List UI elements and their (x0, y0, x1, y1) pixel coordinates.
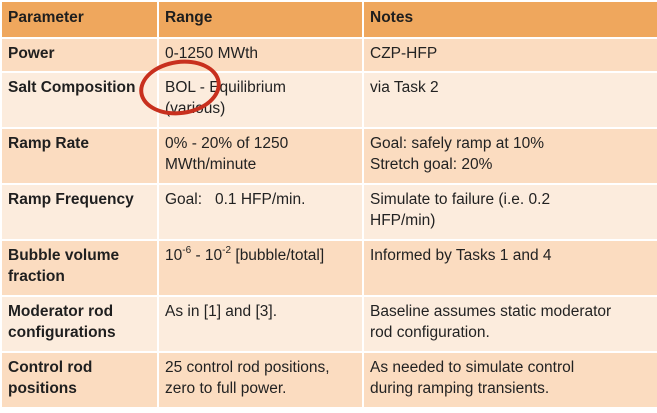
param-cell: Ramp Frequency (0, 183, 159, 241)
notes-text: HFP/min) (370, 212, 436, 229)
param-text: Control rod (8, 359, 93, 376)
param-text: configurations (8, 324, 116, 341)
range-text: 0-1250 MWth (165, 45, 259, 62)
range-text: Goal: 0.1 HFP/min. (165, 191, 306, 208)
param-text: fraction (8, 268, 65, 285)
table-row-ramp-rate: Ramp Rate 0% - 20% of 1250 MWth/minute G… (0, 127, 657, 185)
param-text: Moderator rod (8, 303, 114, 320)
notes-cell: CZP-HFP (362, 37, 657, 73)
param-cell: Salt Composition (0, 71, 159, 129)
notes-text: Stretch goal: 20% (370, 156, 493, 173)
range-cell: BOL - Equilibrium (various) (157, 71, 364, 129)
notes-cell: Goal: safely ramp at 10% Stretch goal: 2… (362, 127, 657, 185)
range-cell: 0-1250 MWth (157, 37, 364, 73)
notes-text: Baseline assumes static moderator (370, 303, 612, 320)
header-parameter: Parameter (0, 0, 159, 39)
notes-text: As needed to simulate control (370, 359, 575, 376)
table-row-control-rod: Control rod positions 25 control rod pos… (0, 351, 657, 409)
range-bubble-text: 10-6 - 10-2 [bubble/total] (165, 245, 325, 265)
range-text: BOL - Equilibrium (165, 79, 286, 96)
notes-text: Simulate to failure (i.e. 0.2 (370, 191, 551, 208)
param-cell: Bubble volume fraction (0, 239, 159, 297)
param-text: Bubble volume (8, 247, 120, 264)
notes-text: via Task 2 (370, 79, 439, 96)
notes-cell: via Task 2 (362, 71, 657, 129)
table-row-bubble-volume: Bubble volume fraction 10-6 - 10-2 [bubb… (0, 239, 657, 297)
range-cell: As in [1] and [3]. (157, 295, 364, 353)
param-cell: Ramp Rate (0, 127, 159, 185)
range-text: MWth/minute (165, 156, 257, 173)
header-notes: Notes (362, 0, 657, 39)
param-text: positions (8, 380, 77, 397)
param-text: Ramp Frequency (8, 191, 134, 208)
header-range: Range (157, 0, 364, 39)
param-cell: Control rod positions (0, 351, 159, 409)
param-cell: Power (0, 37, 159, 73)
range-text: 25 control rod positions, (165, 359, 330, 376)
table-row-ramp-frequency: Ramp Frequency Goal: 0.1 HFP/min. Simula… (0, 183, 657, 241)
range-cell: Goal: 0.1 HFP/min. (157, 183, 364, 241)
range-cell: 25 control rod positions, zero to full p… (157, 351, 364, 409)
range-text: (various) (165, 100, 226, 117)
range-text: 0% - 20% of 1250 (165, 135, 289, 152)
notes-text: rod configuration. (370, 324, 490, 341)
table-row-salt-composition: Salt Composition BOL - Equilibrium (vari… (0, 71, 657, 129)
range-text: zero to full power. (165, 380, 287, 397)
param-text: Salt Composition (8, 79, 136, 96)
table-row-power: Power 0-1250 MWth CZP-HFP (0, 37, 657, 73)
param-cell: Moderator rod configurations (0, 295, 159, 353)
notes-cell: Simulate to failure (i.e. 0.2 HFP/min) (362, 183, 657, 241)
range-cell: 0% - 20% of 1250 MWth/minute (157, 127, 364, 185)
param-text: Power (8, 45, 55, 62)
notes-text: during ramping transients. (370, 380, 550, 397)
notes-text: Informed by Tasks 1 and 4 (370, 247, 552, 264)
range-cell: 10-6 - 10-2 [bubble/total] (157, 239, 364, 297)
table-header-row: Parameter Range Notes (0, 0, 657, 39)
notes-cell: Baseline assumes static moderator rod co… (362, 295, 657, 353)
notes-text: Goal: safely ramp at 10% (370, 135, 545, 152)
range-text: As in [1] and [3]. (165, 303, 278, 320)
param-text: Ramp Rate (8, 135, 89, 152)
notes-cell: Informed by Tasks 1 and 4 (362, 239, 657, 297)
table-row-moderator-rod: Moderator rod configurations As in [1] a… (0, 295, 657, 353)
notes-cell: As needed to simulate control during ram… (362, 351, 657, 409)
notes-text: CZP-HFP (370, 45, 438, 62)
